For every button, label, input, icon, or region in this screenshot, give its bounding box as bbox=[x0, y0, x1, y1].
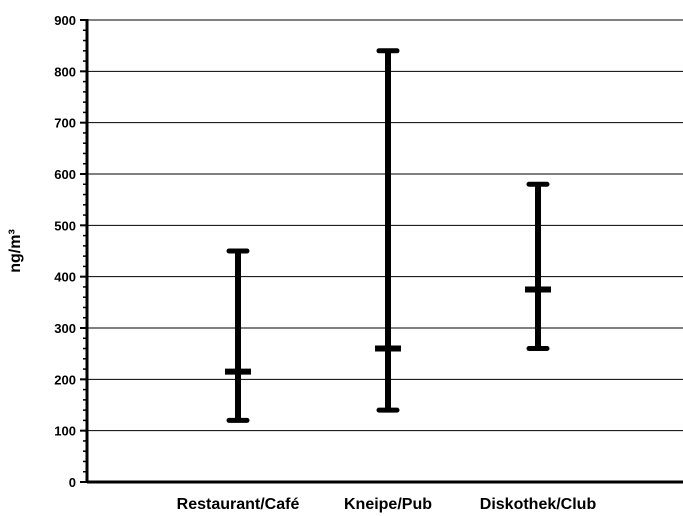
y-tick-label: 800 bbox=[54, 64, 76, 79]
y-tick-label: 100 bbox=[54, 424, 76, 439]
x-category-label: Kneipe/Pub bbox=[344, 496, 432, 513]
x-category-label: Diskothek/Club bbox=[480, 496, 597, 513]
axes bbox=[85, 19, 683, 484]
y-tick-label: 700 bbox=[54, 116, 76, 131]
y-tick-label: 200 bbox=[54, 372, 76, 387]
y-tick-label: 400 bbox=[54, 270, 76, 285]
y-tick-label: 900 bbox=[54, 13, 76, 28]
range-marks bbox=[225, 48, 551, 423]
y-axis-title: ng/m³ bbox=[7, 229, 24, 273]
y-tick-label: 0 bbox=[69, 475, 76, 490]
y-tick-label: 300 bbox=[54, 321, 76, 336]
x-axis-labels: Restaurant/Café Kneipe/Pub Diskothek/Club bbox=[177, 496, 597, 513]
x-category-label: Restaurant/Café bbox=[177, 496, 300, 513]
y-axis-ticks: 0 100 200 300 400 500 600 700 800 900 bbox=[54, 13, 87, 490]
y-tick-label: 600 bbox=[54, 167, 76, 182]
y-tick-label: 500 bbox=[54, 218, 76, 233]
